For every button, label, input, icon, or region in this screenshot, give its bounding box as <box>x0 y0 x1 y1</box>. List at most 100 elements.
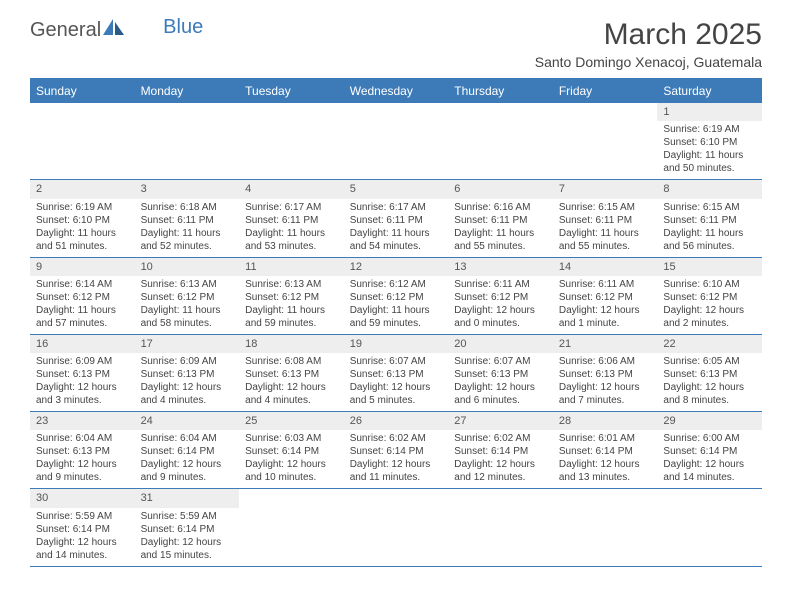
day-cell: 26Sunrise: 6:02 AMSunset: 6:14 PMDayligh… <box>344 412 449 488</box>
sunset-text: Sunset: 6:14 PM <box>454 445 547 458</box>
day-cell-empty <box>448 103 553 179</box>
daylight-text: Daylight: 12 hours and 5 minutes. <box>350 381 443 407</box>
sunset-text: Sunset: 6:10 PM <box>36 214 129 227</box>
day-cell: 27 Sunrise: 6:02 AMSunset: 6:14 PMDayligh… <box>448 412 553 488</box>
sunset-text: Sunset: 6:11 PM <box>141 214 234 227</box>
sunset-text: Sunset: 6:12 PM <box>36 291 129 304</box>
day-number: 1 <box>657 103 762 121</box>
location: Santo Domingo Xenacoj, Guatemala <box>535 54 762 70</box>
sunset-text: Sunset: 6:13 PM <box>141 368 234 381</box>
day-cell: 13Sunrise: 6:11 AMSunset: 6:12 PMDayligh… <box>448 258 553 334</box>
daylight-text: Daylight: 11 hours and 52 minutes. <box>141 227 234 253</box>
sunrise-text: Sunrise: 6:19 AM <box>36 201 129 214</box>
calendar-week: 9Sunrise: 6:14 AMSunset: 6:12 PMDaylight… <box>30 258 762 335</box>
header: General Blue March 2025 Santo Domingo Xe… <box>0 0 792 78</box>
day-cell: 18Sunrise: 6:08 AMSunset: 6:13 PMDayligh… <box>239 335 344 411</box>
day-cell-empty <box>448 489 553 565</box>
sunrise-text: Sunrise: 6:05 AM <box>663 355 756 368</box>
sunrise-text: Sunrise: 6:09 AM <box>36 355 129 368</box>
daylight-text: Daylight: 12 hours and 8 minutes. <box>663 381 756 407</box>
day-number: 20 <box>448 335 553 353</box>
day-cell-empty <box>657 489 762 565</box>
sunrise-text: Sunrise: 6:00 AM <box>663 432 756 445</box>
calendar-week: 2Sunrise: 6:19 AMSunset: 6:10 PMDaylight… <box>30 180 762 257</box>
daylight-text: Daylight: 12 hours and 13 minutes. <box>559 458 652 484</box>
logo-text-general: General <box>30 19 101 42</box>
sunrise-text: Sunrise: 6:03 AM <box>245 432 338 445</box>
day-cell-empty <box>344 489 449 565</box>
daylight-text: Daylight: 11 hours and 50 minutes. <box>663 149 756 175</box>
sunset-text: Sunset: 6:12 PM <box>663 291 756 304</box>
sunset-text: Sunset: 6:13 PM <box>663 368 756 381</box>
sunset-text: Sunset: 6:13 PM <box>36 368 129 381</box>
weekday-header: Tuesday <box>239 79 344 103</box>
logo-sail-icon <box>103 18 125 42</box>
day-cell: 11Sunrise: 6:13 AMSunset: 6:12 PMDayligh… <box>239 258 344 334</box>
day-cell: 12Sunrise: 6:12 AMSunset: 6:12 PMDayligh… <box>344 258 449 334</box>
sunrise-text: Sunrise: 6:09 AM <box>141 355 234 368</box>
sunrise-text: Sunrise: 6:19 AM <box>663 123 756 136</box>
day-cell-empty <box>553 489 658 565</box>
day-number: 28 <box>553 412 658 430</box>
logo: General Blue <box>30 18 203 42</box>
day-cell: 29 Sunrise: 6:00 AMSunset: 6:14 PMDayligh… <box>657 412 762 488</box>
day-number: 7 <box>553 180 658 198</box>
day-number: 22 <box>657 335 762 353</box>
day-number: 8 <box>657 180 762 198</box>
daylight-text: Daylight: 11 hours and 59 minutes. <box>245 304 338 330</box>
day-cell: 19Sunrise: 6:07 AMSunset: 6:13 PMDayligh… <box>344 335 449 411</box>
sunrise-text: Sunrise: 5:59 AM <box>141 510 234 523</box>
day-cell: 5Sunrise: 6:17 AMSunset: 6:11 PMDaylight… <box>344 180 449 256</box>
sunrise-text: Sunrise: 6:08 AM <box>245 355 338 368</box>
day-cell: 3Sunrise: 6:18 AMSunset: 6:11 PMDaylight… <box>135 180 240 256</box>
daylight-text: Daylight: 11 hours and 51 minutes. <box>36 227 129 253</box>
sunset-text: Sunset: 6:14 PM <box>663 445 756 458</box>
sunrise-text: Sunrise: 6:02 AM <box>454 432 547 445</box>
day-number: 2 <box>30 180 135 198</box>
day-number: 19 <box>344 335 449 353</box>
sunset-text: Sunset: 6:14 PM <box>36 523 129 536</box>
calendar-week: 1Sunrise: 6:19 AMSunset: 6:10 PMDaylight… <box>30 103 762 180</box>
sunset-text: Sunset: 6:13 PM <box>454 368 547 381</box>
calendar-weeks: 1Sunrise: 6:19 AMSunset: 6:10 PMDaylight… <box>30 103 762 567</box>
day-cell: 8Sunrise: 6:15 AMSunset: 6:11 PMDaylight… <box>657 180 762 256</box>
day-cell: 4Sunrise: 6:17 AMSunset: 6:11 PMDaylight… <box>239 180 344 256</box>
daylight-text: Daylight: 12 hours and 1 minute. <box>559 304 652 330</box>
sunset-text: Sunset: 6:12 PM <box>350 291 443 304</box>
day-number: 3 <box>135 180 240 198</box>
day-cell: 1Sunrise: 6:19 AMSunset: 6:10 PMDaylight… <box>657 103 762 179</box>
day-cell: 25Sunrise: 6:03 AMSunset: 6:14 PMDayligh… <box>239 412 344 488</box>
sunrise-text: Sunrise: 6:11 AM <box>454 278 547 291</box>
day-number: 29 <box>657 412 762 430</box>
day-number: 18 <box>239 335 344 353</box>
day-number: 27 <box>448 412 553 430</box>
sunset-text: Sunset: 6:12 PM <box>141 291 234 304</box>
daylight-text: Daylight: 12 hours and 12 minutes. <box>454 458 547 484</box>
day-cell-empty <box>239 489 344 565</box>
day-cell: 23Sunrise: 6:04 AMSunset: 6:13 PMDayligh… <box>30 412 135 488</box>
weekday-header: Wednesday <box>344 79 449 103</box>
day-cell: 24Sunrise: 6:04 AMSunset: 6:14 PMDayligh… <box>135 412 240 488</box>
sunset-text: Sunset: 6:14 PM <box>245 445 338 458</box>
daylight-text: Daylight: 12 hours and 14 minutes. <box>663 458 756 484</box>
calendar-week: 16Sunrise: 6:09 AMSunset: 6:13 PMDayligh… <box>30 335 762 412</box>
day-cell: 2 Sunrise: 6:19 AMSunset: 6:10 PMDaylight… <box>30 180 135 256</box>
day-cell: 17Sunrise: 6:09 AMSunset: 6:13 PMDayligh… <box>135 335 240 411</box>
day-number: 6 <box>448 180 553 198</box>
sunrise-text: Sunrise: 6:17 AM <box>245 201 338 214</box>
day-cell: 6Sunrise: 6:16 AMSunset: 6:11 PMDaylight… <box>448 180 553 256</box>
calendar: SundayMondayTuesdayWednesdayThursdayFrid… <box>30 78 762 567</box>
sunset-text: Sunset: 6:11 PM <box>350 214 443 227</box>
weekday-header: Friday <box>553 79 658 103</box>
sunrise-text: Sunrise: 6:04 AM <box>141 432 234 445</box>
day-number: 10 <box>135 258 240 276</box>
day-cell-empty <box>344 103 449 179</box>
sunrise-text: Sunrise: 6:16 AM <box>454 201 547 214</box>
daylight-text: Daylight: 12 hours and 3 minutes. <box>36 381 129 407</box>
daylight-text: Daylight: 12 hours and 10 minutes. <box>245 458 338 484</box>
calendar-week: 23Sunrise: 6:04 AMSunset: 6:13 PMDayligh… <box>30 412 762 489</box>
day-number: 31 <box>135 489 240 507</box>
daylight-text: Daylight: 11 hours and 55 minutes. <box>454 227 547 253</box>
daylight-text: Daylight: 12 hours and 4 minutes. <box>245 381 338 407</box>
day-number: 15 <box>657 258 762 276</box>
